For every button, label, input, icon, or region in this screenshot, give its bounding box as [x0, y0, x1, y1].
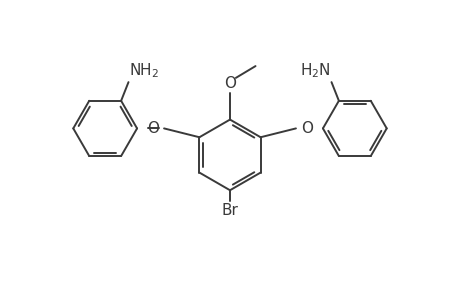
Text: Br: Br [221, 203, 238, 218]
Text: O: O [147, 121, 159, 136]
Text: O: O [224, 76, 235, 91]
Text: O: O [300, 121, 312, 136]
Text: H$_2$N: H$_2$N [299, 61, 330, 80]
Text: NH$_2$: NH$_2$ [129, 61, 159, 80]
